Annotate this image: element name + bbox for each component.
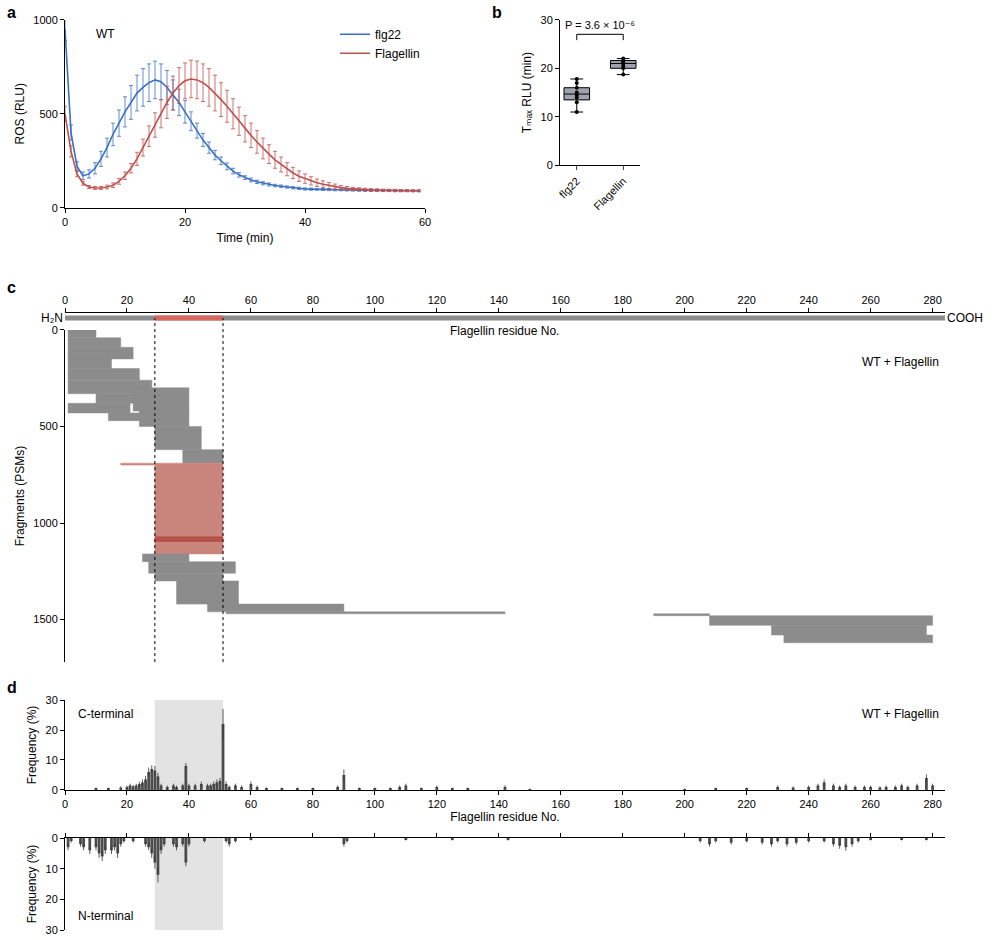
svg-text:20: 20 xyxy=(541,62,553,74)
svg-text:10: 10 xyxy=(46,754,58,766)
svg-text:WT + Flagellin: WT + Flagellin xyxy=(862,355,939,369)
svg-text:Flagellin: Flagellin xyxy=(375,47,420,61)
svg-text:Frequency (%): Frequency (%) xyxy=(25,845,39,924)
svg-text:240: 240 xyxy=(799,294,817,306)
svg-text:20: 20 xyxy=(121,294,133,306)
svg-text:30: 30 xyxy=(541,14,553,26)
svg-text:P = 3.6 × 10⁻⁶: P = 3.6 × 10⁻⁶ xyxy=(565,19,635,31)
svg-text:0: 0 xyxy=(52,784,58,796)
svg-text:Flagellin residue No.: Flagellin residue No. xyxy=(450,810,559,824)
svg-text:40: 40 xyxy=(299,216,311,228)
svg-text:280: 280 xyxy=(923,798,941,810)
svg-text:120: 120 xyxy=(428,294,446,306)
svg-text:0: 0 xyxy=(62,294,68,306)
svg-text:Flagellin residue No.: Flagellin residue No. xyxy=(450,324,559,338)
svg-text:0: 0 xyxy=(547,159,553,171)
svg-text:1500: 1500 xyxy=(33,613,57,625)
svg-text:20: 20 xyxy=(121,798,133,810)
svg-text:500: 500 xyxy=(39,420,57,432)
svg-text:160: 160 xyxy=(552,294,570,306)
svg-text:60: 60 xyxy=(245,798,257,810)
svg-text:a: a xyxy=(7,4,16,21)
svg-text:flg22: flg22 xyxy=(375,28,401,42)
svg-text:500: 500 xyxy=(39,108,57,120)
svg-text:100: 100 xyxy=(366,294,384,306)
svg-text:220: 220 xyxy=(738,294,756,306)
svg-text:H₂N: H₂N xyxy=(41,311,63,325)
svg-text:260: 260 xyxy=(861,798,879,810)
svg-text:0: 0 xyxy=(62,216,68,228)
svg-text:C-terminal: C-terminal xyxy=(78,707,133,721)
svg-text:220: 220 xyxy=(738,798,756,810)
svg-text:260: 260 xyxy=(861,294,879,306)
svg-text:ROS (RLU): ROS (RLU) xyxy=(13,83,27,144)
svg-text:10: 10 xyxy=(46,863,58,875)
svg-text:d: d xyxy=(7,679,17,696)
svg-text:200: 200 xyxy=(676,294,694,306)
svg-text:N-terminal: N-terminal xyxy=(78,909,133,923)
svg-text:flg22: flg22 xyxy=(557,175,582,200)
svg-text:20: 20 xyxy=(179,216,191,228)
svg-text:180: 180 xyxy=(614,294,632,306)
svg-text:1000: 1000 xyxy=(33,14,57,26)
svg-text:WT: WT xyxy=(96,27,115,41)
svg-text:Frequency (%): Frequency (%) xyxy=(25,706,39,785)
svg-text:0: 0 xyxy=(52,832,58,844)
svg-text:240: 240 xyxy=(799,798,817,810)
svg-text:0: 0 xyxy=(52,324,58,336)
svg-text:20: 20 xyxy=(46,724,58,736)
svg-text:30: 30 xyxy=(46,694,58,706)
svg-text:Flagellin: Flagellin xyxy=(591,175,628,212)
svg-text:COOH: COOH xyxy=(947,311,983,325)
svg-text:280: 280 xyxy=(923,294,941,306)
svg-text:200: 200 xyxy=(676,798,694,810)
svg-text:20: 20 xyxy=(46,893,58,905)
svg-text:160: 160 xyxy=(552,798,570,810)
svg-text:60: 60 xyxy=(245,294,257,306)
svg-text:c: c xyxy=(7,279,16,296)
svg-text:30: 30 xyxy=(46,924,58,936)
svg-text:80: 80 xyxy=(307,798,319,810)
svg-text:80: 80 xyxy=(307,294,319,306)
svg-text:10: 10 xyxy=(541,111,553,123)
svg-text:1000: 1000 xyxy=(33,517,57,529)
svg-text:140: 140 xyxy=(490,294,508,306)
svg-text:Tₘₐₓ RLU (min): Tₘₐₓ RLU (min) xyxy=(520,52,534,133)
svg-text:0: 0 xyxy=(52,202,58,214)
svg-text:40: 40 xyxy=(183,294,195,306)
svg-text:100: 100 xyxy=(366,798,384,810)
svg-text:140: 140 xyxy=(490,798,508,810)
svg-text:WT + Flagellin: WT + Flagellin xyxy=(862,707,939,721)
svg-text:180: 180 xyxy=(614,798,632,810)
svg-text:120: 120 xyxy=(428,798,446,810)
svg-text:0: 0 xyxy=(62,798,68,810)
svg-text:b: b xyxy=(492,4,502,21)
svg-text:60: 60 xyxy=(419,216,431,228)
svg-text:Time (min): Time (min) xyxy=(217,231,274,245)
svg-text:40: 40 xyxy=(183,798,195,810)
svg-text:Fragments (PSMs): Fragments (PSMs) xyxy=(13,446,27,547)
